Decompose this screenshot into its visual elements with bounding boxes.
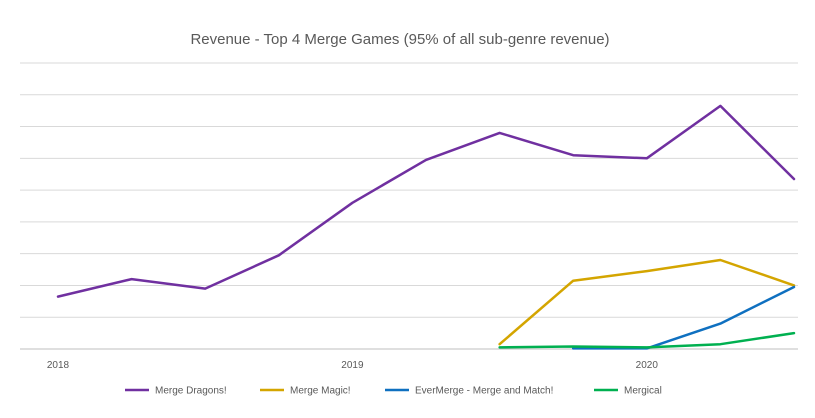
series-line	[56, 104, 796, 298]
legend-item[interactable]: Mergical	[594, 386, 662, 397]
x-tick-label: 2018	[47, 360, 70, 371]
gridlines	[20, 62, 798, 318]
legend-label: Merge Magic!	[290, 386, 351, 397]
legend-label: Merge Dragons!	[155, 386, 227, 397]
series-line	[498, 331, 796, 349]
legend-item[interactable]: Merge Dragons!	[125, 386, 227, 397]
legend-label: Mergical	[624, 386, 662, 397]
legend[interactable]: Merge Dragons! Merge Magic! EverMerge - Me…	[125, 386, 662, 397]
legend-item[interactable]: EverMerge - Merge and Match!	[385, 386, 553, 397]
series-lines	[56, 104, 796, 350]
legend-label: EverMerge - Merge and Match!	[415, 386, 553, 397]
x-tick-label: 2020	[636, 360, 659, 371]
legend-item[interactable]: Merge Magic!	[260, 386, 351, 397]
series-line	[498, 258, 796, 346]
series-line	[571, 285, 796, 350]
x-axis: 2018 2019 2020	[20, 348, 798, 371]
x-tick-label: 2019	[341, 360, 364, 371]
chart-title: Revenue - Top 4 Merge Games (95% of all …	[190, 31, 609, 48]
